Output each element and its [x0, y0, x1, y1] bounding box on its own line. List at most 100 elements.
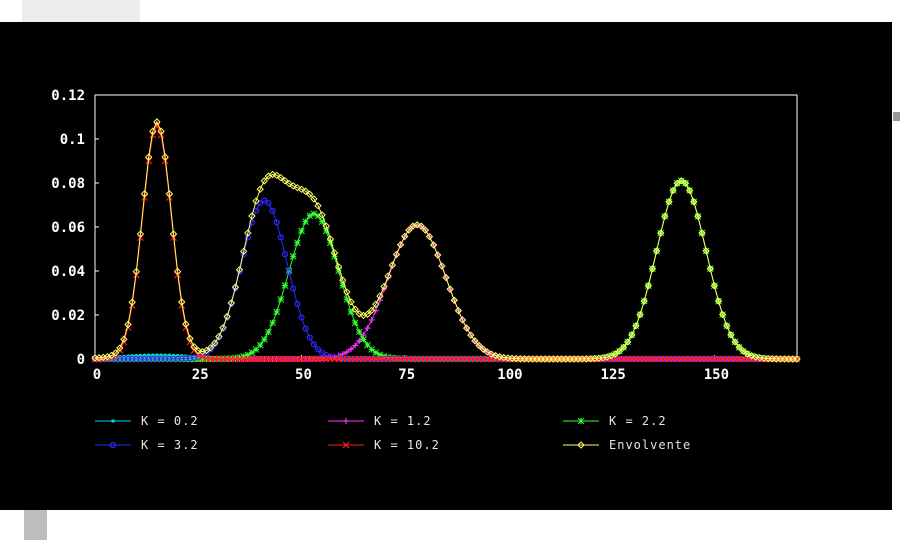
data-point [141, 355, 148, 363]
data-point [467, 331, 475, 339]
data-point [252, 346, 260, 353]
data-point [170, 355, 177, 363]
legend-marker [342, 441, 350, 449]
data-point [743, 350, 752, 358]
data-point [171, 353, 175, 357]
data-point [145, 355, 152, 363]
data-point [364, 341, 371, 349]
x-tick-label: 100 [497, 367, 522, 383]
series-k-10-2 [91, 122, 801, 363]
data-point [376, 351, 384, 359]
data-point [211, 341, 218, 348]
data-point [124, 355, 132, 363]
data-point [314, 202, 322, 210]
data-point [330, 249, 339, 257]
data-point [351, 305, 359, 313]
legend-entry: K = 3.2 [95, 438, 198, 452]
data-point [161, 153, 169, 161]
legend-label: K = 1.2 [374, 414, 432, 428]
background-window-edge [893, 112, 900, 121]
data-point [178, 298, 186, 306]
data-point [116, 344, 124, 352]
data-point [302, 325, 309, 332]
data-point [281, 176, 289, 185]
data-point [132, 267, 141, 276]
data-point [343, 348, 350, 355]
data-point [143, 353, 147, 357]
data-point [368, 316, 375, 323]
data-point [281, 282, 289, 289]
data-point [138, 353, 142, 357]
data-point [260, 177, 269, 185]
data-point [165, 190, 174, 198]
data-point [454, 306, 463, 315]
data-point [215, 332, 223, 341]
data-point [318, 218, 326, 226]
data-point [710, 282, 719, 290]
data-point [661, 212, 669, 221]
data-point [294, 300, 301, 308]
plot-frame [94, 94, 798, 360]
data-point [149, 131, 157, 139]
data-point [260, 335, 268, 343]
data-point [396, 240, 405, 249]
data-point [293, 239, 301, 247]
data-point [198, 353, 206, 361]
data-point [240, 353, 248, 360]
y-tick-label: 0.12 [51, 88, 85, 104]
data-point [380, 282, 388, 291]
data-point [388, 261, 397, 269]
data-point [372, 349, 380, 356]
data-point [306, 212, 314, 220]
data-point [116, 355, 123, 363]
data-point [483, 348, 492, 356]
data-point [619, 343, 628, 351]
data-point [718, 310, 727, 319]
data-point [648, 265, 657, 273]
data-point [285, 268, 293, 275]
data-point [302, 218, 309, 226]
legend-marker [577, 441, 585, 449]
data-point [153, 118, 161, 126]
data-point [681, 179, 690, 187]
data-point [372, 300, 380, 308]
data-point [413, 221, 421, 229]
legend-marker [109, 441, 117, 449]
data-point [239, 247, 248, 256]
data-point [363, 310, 372, 318]
data-point [702, 247, 710, 255]
data-point [173, 267, 182, 276]
x-tick-label: 75 [398, 367, 415, 383]
data-point [657, 229, 665, 237]
data-point [298, 314, 305, 321]
series-envolvente [91, 118, 801, 363]
data-point [347, 308, 355, 316]
legend-marker [111, 419, 115, 423]
data-point [277, 234, 284, 241]
data-point [487, 350, 496, 358]
data-point [269, 207, 276, 214]
data-point [155, 353, 159, 357]
data-point [137, 355, 144, 363]
data-point [285, 179, 293, 188]
data-point [310, 341, 317, 348]
data-point [281, 251, 289, 258]
data-point [235, 265, 244, 274]
data-point [739, 347, 748, 355]
y-tick-label: 0.04 [51, 264, 85, 280]
data-point [314, 212, 322, 220]
data-point [269, 319, 276, 327]
data-point [194, 346, 202, 355]
x-tick-label: 150 [704, 367, 729, 383]
data-point [293, 184, 302, 192]
data-point [306, 190, 314, 198]
data-point [438, 262, 446, 270]
legend-marker [343, 418, 349, 424]
data-point [747, 352, 756, 360]
y-tick-label: 0.06 [51, 220, 85, 236]
legend-entry: K = 1.2 [328, 414, 432, 428]
data-point [698, 229, 706, 237]
data-point [636, 310, 644, 319]
data-point [665, 198, 673, 206]
data-point [442, 273, 450, 282]
